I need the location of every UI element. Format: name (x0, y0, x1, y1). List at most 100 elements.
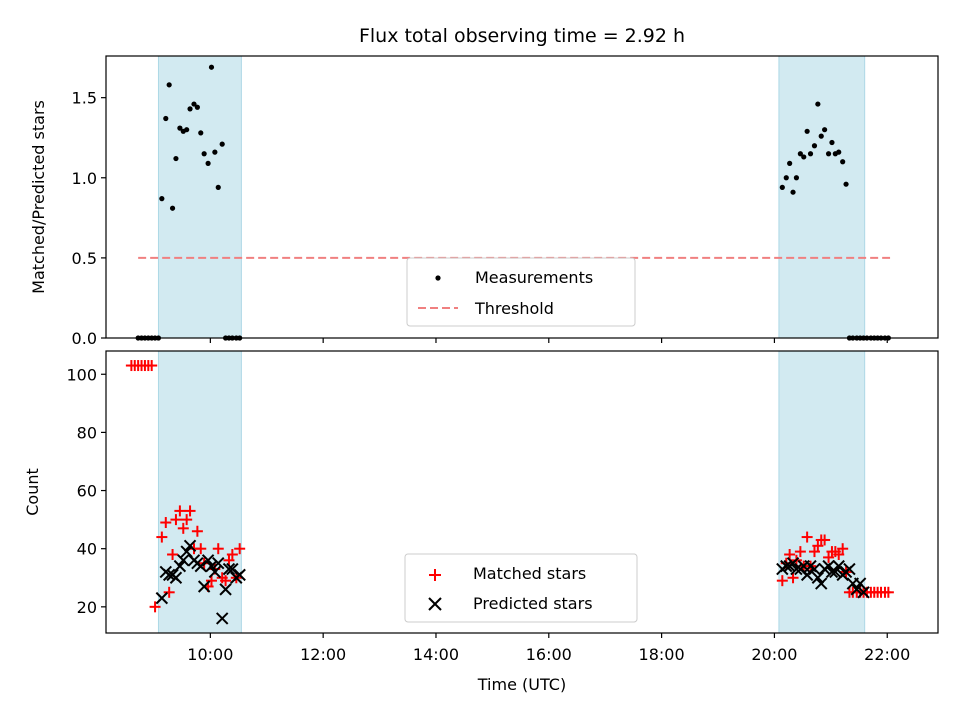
matched-star-point (160, 517, 172, 529)
predicted-marker-b (832, 559, 845, 573)
y-tick-label: 100 (66, 365, 97, 384)
predicted-marker-b (162, 568, 176, 582)
x-tick-label: 22:00 (864, 645, 910, 664)
top-y-ticks: 0.0 0.5 1.0 1.5 (72, 89, 106, 348)
x-tick-label: 16:00 (526, 645, 572, 664)
predicted-marker-b (790, 562, 803, 576)
y-tick-label: 60 (77, 482, 97, 501)
measurement-point (205, 160, 211, 166)
predicted-marker-b (843, 562, 856, 576)
predicted-star-point (155, 591, 169, 605)
predicted-star-point (194, 559, 207, 573)
measurement-point (801, 154, 807, 160)
matched-star-point (181, 514, 193, 526)
matched-star-point (226, 549, 238, 561)
predicted-marker-b (222, 562, 236, 576)
y-tick-label: 1.0 (72, 169, 97, 188)
chart-title: Flux total observing time = 2.92 h (359, 25, 685, 47)
legend-matched-marker (429, 569, 441, 581)
predicted-marker-b (205, 559, 218, 573)
legend-threshold-label: Threshold (474, 299, 554, 318)
predicted-marker-b (208, 565, 222, 579)
top-shaded-spans (157, 55, 866, 339)
predicted-stars-points (155, 539, 870, 625)
measurement-point (194, 104, 200, 110)
matched-star-point (184, 505, 196, 517)
measurement-point (169, 205, 176, 211)
matched-star-point (156, 531, 168, 543)
predicted-star-point (219, 583, 232, 596)
legend-matched-label: Matched stars (473, 564, 586, 583)
x-tick-label: 14:00 (413, 645, 459, 664)
predicted-marker-b (233, 568, 246, 582)
predicted-star-point (811, 571, 825, 584)
predicted-marker-b (857, 586, 870, 599)
top-axes: 0.0 0.5 1.0 1.5 Matched/Predicted stars Mea… (29, 55, 939, 348)
matched-star-point (163, 586, 175, 598)
matched-star-point (195, 543, 207, 555)
measurement-point (166, 82, 172, 88)
measurement-point (840, 159, 846, 165)
matched-star-point (882, 586, 894, 598)
top-legend: Measurements Threshold (406, 257, 636, 327)
matched-star-point (808, 546, 820, 558)
predicted-marker-b (169, 571, 183, 584)
measurement-point (187, 106, 193, 112)
predicted-star-point (850, 583, 863, 596)
matched-star-point (149, 601, 161, 613)
top-x-ticks (209, 338, 888, 343)
measurement-point (797, 151, 803, 157)
x-tick-label: 20:00 (751, 645, 797, 664)
predicted-star-point (212, 557, 225, 570)
matched-star-point (819, 534, 831, 546)
bottom-legend-box (404, 553, 638, 623)
matched-star-point (191, 525, 203, 537)
measurement-point (177, 125, 183, 131)
predicted-marker-b (811, 571, 825, 584)
measurement-point (198, 130, 204, 136)
predicted-star-point (843, 562, 856, 576)
legend-measurement-marker (435, 275, 441, 281)
matched-star-point (837, 543, 849, 555)
y-tick-label: 40 (77, 540, 97, 559)
y-tick-label: 80 (77, 423, 97, 442)
measurement-point (215, 184, 221, 190)
x-tick-label: 10:00 (187, 645, 233, 664)
matched-star-point (170, 514, 182, 526)
measurement-point (212, 149, 218, 155)
measurement-point (790, 189, 796, 195)
measurement-point (804, 128, 810, 134)
predicted-marker-b (155, 591, 169, 605)
predicted-marker-b (173, 559, 187, 573)
predicted-star-point (832, 559, 845, 573)
measurement-point (159, 196, 165, 202)
measurement-point (163, 115, 169, 122)
matched-star-point (146, 360, 158, 372)
bottom-axes-frame (105, 350, 939, 634)
predicted-star-point (786, 557, 800, 570)
predicted-marker-b (800, 568, 814, 582)
predicted-star-point (215, 612, 229, 625)
measurement-point (818, 133, 824, 139)
measurement-point (822, 127, 828, 133)
x-axis-label: Time (UTC) (477, 675, 566, 694)
predicted-marker-b (197, 580, 211, 593)
predicted-star-point (162, 568, 176, 582)
legend-predicted-marker (428, 597, 442, 611)
measurement-point (807, 151, 814, 157)
predicted-marker-b (194, 559, 207, 573)
predicted-marker-b (808, 562, 821, 576)
predicted-marker-b (822, 559, 835, 573)
top-legend-box (406, 257, 636, 327)
bottom-axes: 20 40 60 80 100 10:00 12:00 14:00 16:00 18:00 20:… (23, 350, 939, 694)
predicted-marker-b (183, 539, 197, 552)
predicted-marker-b (212, 557, 225, 570)
legend-predicted-label: Predicted stars (473, 594, 593, 613)
predicted-star-point (829, 565, 842, 579)
bottom-y-ticks: 20 40 60 80 100 (66, 365, 106, 617)
predicted-marker-b (215, 612, 229, 625)
measurement-point (191, 101, 197, 107)
predicted-star-point (800, 568, 814, 582)
predicted-marker-b (201, 554, 215, 567)
predicted-marker-b (219, 583, 232, 596)
